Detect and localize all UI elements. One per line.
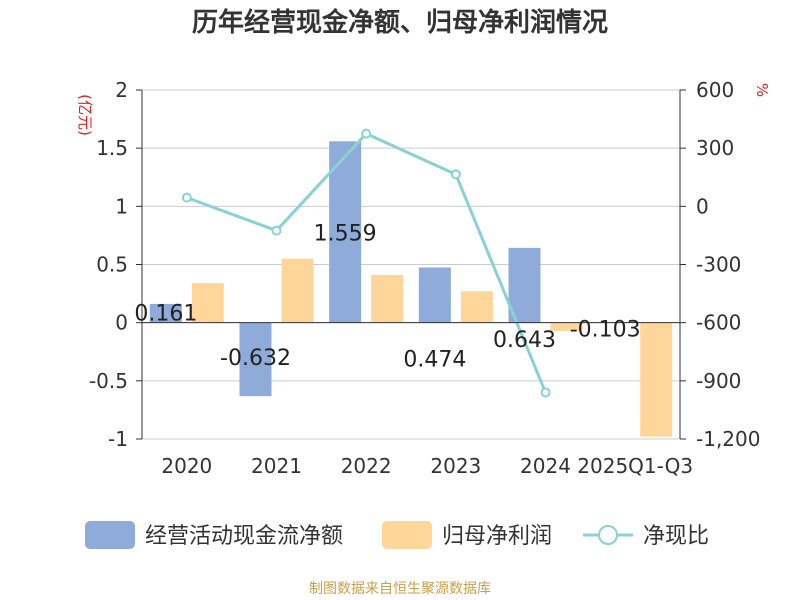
legend-marker-ratio <box>598 525 618 545</box>
left-tick-label: -0.5 <box>89 369 128 393</box>
left-tick-label: 0.5 <box>96 253 128 277</box>
axes-layer: 2 1.5 1 0.5 0 -0.5 -1 600 300 0 -300 -600 -900 -1,200… <box>76 78 771 478</box>
data-label: 0.161 <box>134 302 197 327</box>
bars-layer <box>149 141 673 437</box>
bar-cash-flow <box>239 322 272 397</box>
right-tick-label: -300 <box>696 253 741 277</box>
bar-cash-flow <box>149 303 182 323</box>
left-tick-label: 1 <box>115 194 128 218</box>
bar-net-profit <box>460 291 493 323</box>
left-tick-label: 2 <box>115 78 128 102</box>
left-axis-unit: (亿元) <box>76 94 94 136</box>
right-tick-label: 300 <box>696 136 734 160</box>
bar-net-profit <box>191 283 224 323</box>
legend-label-cash-flow: 经营活动现金流净额 <box>145 524 343 549</box>
line-point <box>540 387 551 398</box>
bar-net-profit <box>640 322 673 437</box>
line-layer <box>181 128 551 398</box>
right-axis-unit: % <box>753 83 771 97</box>
x-tick-label: 2021 <box>251 454 302 478</box>
data-label: 1.559 <box>314 221 377 246</box>
bar-net-profit <box>550 322 583 331</box>
bar-cash-flow <box>508 247 541 323</box>
x-tick-label: 2020 <box>161 454 212 478</box>
left-tick-label: 1.5 <box>96 136 128 160</box>
grid-lines <box>142 89 680 440</box>
data-labels-layer: 0.161 -0.632 1.559 0.474 0.643 -0.103 <box>134 221 640 372</box>
data-label: 0.643 <box>493 328 556 353</box>
bar-net-profit <box>371 274 404 323</box>
chart-title: 历年经营现金净额、归母净利润情况 <box>192 7 608 38</box>
line-point <box>450 169 461 180</box>
x-tick-label: 2023 <box>430 454 481 478</box>
data-label: 0.474 <box>403 348 466 373</box>
right-tick-label: -600 <box>696 311 741 335</box>
right-tick-label: -1,200 <box>696 427 760 451</box>
right-tick-label: 0 <box>696 194 709 218</box>
left-tick-label: 0 <box>115 311 128 335</box>
line-point <box>271 225 282 236</box>
bar-cash-flow <box>418 267 451 323</box>
legend-label-net-profit: 归母净利润 <box>442 524 552 549</box>
legend-swatch-net-profit <box>382 521 432 549</box>
source-note: 制图数据来自恒生聚源数据库 <box>309 581 491 597</box>
line-point <box>181 192 192 203</box>
data-label: -0.632 <box>220 346 291 371</box>
line-point <box>361 128 372 139</box>
bar-cash-flow <box>329 141 362 323</box>
legend-swatch-cash-flow <box>85 521 135 549</box>
bar-net-profit <box>281 258 314 323</box>
data-label: -0.103 <box>570 318 641 343</box>
x-tick-label: 2022 <box>341 454 392 478</box>
x-tick-label: 2025Q1-Q3 <box>577 454 693 478</box>
x-tick-label: 2024 <box>520 454 571 478</box>
legend: 经营活动现金流净额 归母净利润 净现比 <box>85 521 709 549</box>
right-tick-label: -900 <box>696 369 741 393</box>
right-tick-label: 600 <box>696 78 734 102</box>
left-tick-label: -1 <box>108 427 128 451</box>
legend-label-ratio: 净现比 <box>643 524 709 549</box>
